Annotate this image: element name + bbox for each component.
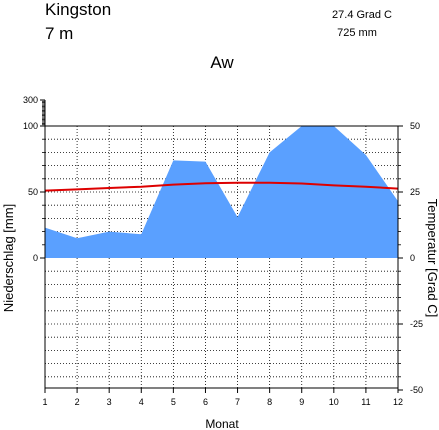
month-tick-label: 6 [203,397,208,407]
month-tick-label: 4 [139,397,144,407]
mean-temperature: 27.4 Grad C [332,9,392,21]
month-tick-label: 1 [42,397,47,407]
temp-tick-label: -25 [410,319,423,329]
precip-tick-label: 300 [23,95,38,105]
precipitation-top-mask [45,100,398,126]
left-axis-label: Niederschlag [mm] [1,204,16,312]
month-tick-label: 7 [235,397,240,407]
month-tick-label: 10 [329,397,339,407]
month-tick-label: 9 [299,397,304,407]
month-tick-label: 12 [393,397,403,407]
annual-precipitation: 725 mm [337,27,377,39]
precipitation-area-main [45,126,398,258]
right-axis-label: Temperatur [Grad C] [425,199,439,318]
station-elevation: 7 m [45,24,73,43]
precip-tick-label: 50 [28,187,38,197]
x-axis-label: Monat [205,417,239,430]
plot-frame [44,125,399,389]
temp-tick-label: -50 [410,385,423,395]
month-tick-label: 5 [171,397,176,407]
month-tick-label: 3 [107,397,112,407]
month-tick-label: 2 [75,397,80,407]
precip-tick-label: 0 [33,253,38,263]
temp-tick-label: 0 [410,253,415,263]
temperature-series-line [44,181,399,192]
precipitation-area [45,100,398,258]
month-tick-label: 8 [267,397,272,407]
temperature-line [44,181,399,192]
temp-tick-label: 50 [410,121,420,131]
climate-classification: Aw [210,53,234,72]
station-name: Kingston [45,0,111,19]
month-tick-label: 11 [361,397,370,407]
precip-tick-label: 100 [23,121,38,131]
temp-tick-label: 25 [410,187,420,197]
